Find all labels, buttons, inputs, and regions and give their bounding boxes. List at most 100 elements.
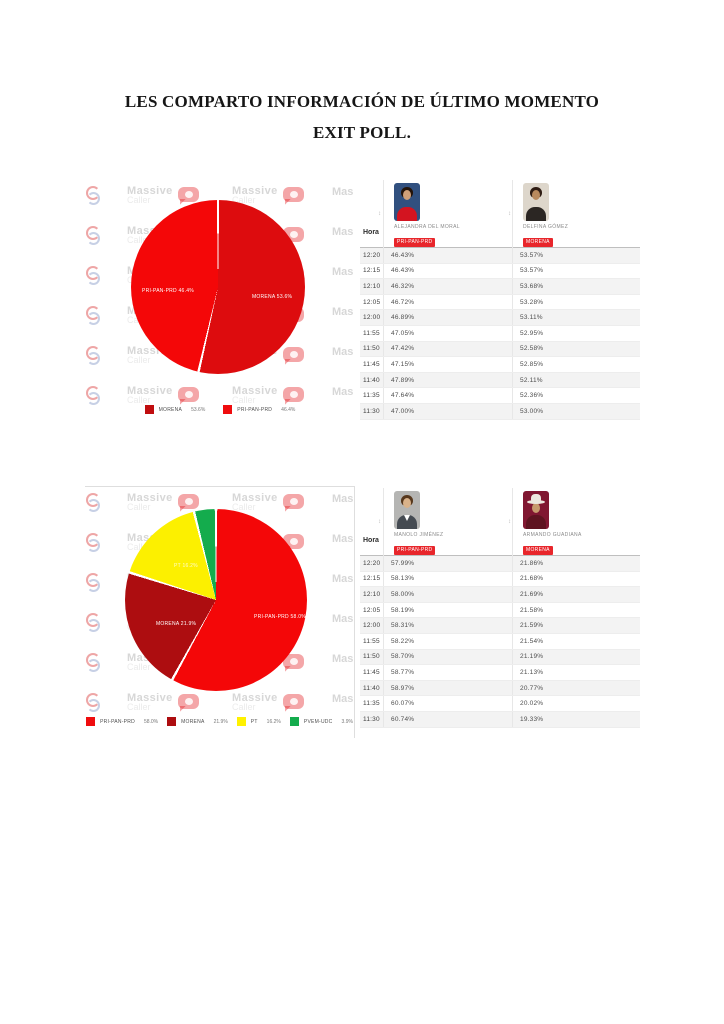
massive-caller-swirl-icon [86, 613, 100, 632]
legend-value: 53.6% [191, 406, 206, 413]
table-row: 11:50 58.70% 21.19% [360, 649, 640, 666]
candidate-column-header: ARMANDO GUADIANA MORENA [512, 488, 640, 556]
time-cell: 12:10 [363, 590, 381, 598]
watermark-partial-text: Mas [332, 493, 354, 505]
time-cell: 12:00 [363, 314, 381, 322]
candidate1-value-cell: 47.42% [383, 341, 512, 357]
candidate2-value-cell: 52.95% [512, 325, 640, 341]
watermark-partial-text: Mas [332, 386, 354, 398]
legend-value: 58.0% [143, 718, 159, 725]
candidate1-value-cell: 60.74% [383, 711, 512, 727]
massive-caller-bubble-icon [282, 387, 304, 402]
slice-label: PRI-PAN-PRD 46.4% [142, 288, 194, 294]
legend-swatch [167, 717, 177, 726]
candidate1-value-cell: 60.07% [383, 696, 512, 711]
table-row: 11:55 47.05% 52.95% [360, 325, 640, 342]
time-cell: 11:55 [363, 637, 380, 645]
sort-icon: ↕ [508, 519, 511, 525]
legend-swatch [223, 405, 233, 414]
time-cell: 12:15 [363, 267, 381, 275]
time-cell: 12:20 [363, 559, 381, 567]
watermark-partial-text: Mas [332, 346, 354, 358]
massive-caller-swirl-icon [86, 573, 100, 592]
hora-column-header: Hora [363, 537, 379, 544]
legend-value: 16.2% [266, 718, 281, 725]
hora-column-header: Hora [363, 229, 379, 236]
candidate2-value-cell: 53.57% [512, 263, 640, 279]
time-cell: 12:05 [363, 298, 381, 306]
legend-value: 21.9% [213, 718, 228, 725]
time-cell: 11:35 [363, 700, 380, 708]
time-cell: 11:40 [363, 684, 380, 692]
photo-face [403, 190, 411, 200]
legend-swatch [86, 717, 96, 726]
cowboy-hat-icon [531, 494, 541, 501]
legend-value: 46.4% [281, 406, 296, 413]
candidate-column-header: ALEJANDRA DEL MORAL PRI-PAN-PRD [383, 180, 512, 248]
table-row: 12:20 57.99% 21.86% [360, 556, 640, 572]
title-line-1: LES COMPARTO INFORMACIÓN DE ÚLTIMO MOMEN… [124, 92, 600, 111]
legend-swatch [289, 717, 299, 726]
candidate1-value-cell: 58.97% [383, 680, 512, 696]
time-cell: 11:55 [363, 329, 380, 337]
watermark-partial-text: Mas [332, 653, 354, 665]
candidate2-value-cell: 21.59% [512, 618, 640, 633]
time-cell: 11:45 [363, 668, 380, 676]
massive-caller-swirl-icon [86, 533, 100, 552]
table-body: 12:20 57.99% 21.86% 12:15 58.13% 21.68% … [360, 556, 640, 728]
legend-item: PT 16.2% [236, 717, 281, 726]
candidate2-value-cell: 53.57% [512, 248, 640, 263]
table-row: 11:50 47.42% 52.58% [360, 341, 640, 358]
candidate2-value-cell: 21.68% [512, 571, 640, 587]
pie-chart-1 [131, 200, 305, 374]
photo-torso [397, 207, 417, 221]
legend-swatch [236, 717, 246, 726]
legend-label: MORENA [158, 406, 183, 413]
photo-face [403, 498, 411, 508]
title-line-2: EXIT POLL. [312, 123, 412, 142]
slice-label: MORENA 53.6% [252, 294, 293, 300]
candidate1-value-cell: 47.00% [383, 403, 512, 419]
table-row: 11:40 47.89% 52.11% [360, 372, 640, 389]
photo-torso [526, 515, 546, 529]
candidate-column-header: MANOLO JIMÉNEZ PRI-PAN-PRD [383, 488, 512, 556]
massive-caller-bubble-icon [177, 187, 199, 202]
time-cell: 12:10 [363, 282, 381, 290]
candidate2-value-cell: 21.13% [512, 665, 640, 680]
candidate2-value-cell: 20.02% [512, 696, 640, 711]
sort-icon: ↕ [378, 211, 381, 217]
massive-caller-bubble-icon [177, 694, 199, 709]
candidate2-value-cell: 53.00% [512, 403, 640, 419]
legend-label: PRI-PAN-PRD [237, 406, 273, 413]
candidate1-value-cell: 47.89% [383, 372, 512, 388]
candidate1-value-cell: 46.89% [383, 310, 512, 325]
candidate-name: ARMANDO GUADIANA [523, 532, 582, 538]
slice-label: MORENA 21.9% [156, 621, 197, 627]
candidate-column-header: DELFINA GÓMEZ MORENA [512, 180, 640, 248]
legend-label: PT [250, 718, 258, 725]
cowboy-hat-icon [527, 500, 545, 504]
massive-caller-bubble-icon [282, 347, 304, 362]
candidate1-value-cell: 47.05% [383, 325, 512, 341]
chart-legend: MORENA 53.6% PRI-PAN-PRD 46.4% [85, 405, 355, 414]
candidate1-value-cell: 58.13% [383, 571, 512, 587]
watermark-partial-text: Mas [332, 693, 354, 705]
candidate2-value-cell: 53.68% [512, 279, 640, 294]
table-row: 12:10 58.00% 21.69% [360, 587, 640, 603]
photo-torso [526, 207, 546, 221]
candidate1-value-cell: 57.99% [383, 556, 512, 571]
massive-caller-bubble-icon [177, 494, 199, 509]
legend-label: PRI-PAN-PRD [100, 718, 135, 725]
table-row: 11:40 58.97% 20.77% [360, 680, 640, 697]
candidate2-value-cell: 21.58% [512, 602, 640, 618]
slice-label: PRI-PAN-PRD 58.0% [254, 614, 306, 620]
time-cell: 11:30 [363, 407, 380, 415]
candidate1-value-cell: 46.72% [383, 294, 512, 310]
candidate2-value-cell: 53.11% [512, 310, 640, 325]
